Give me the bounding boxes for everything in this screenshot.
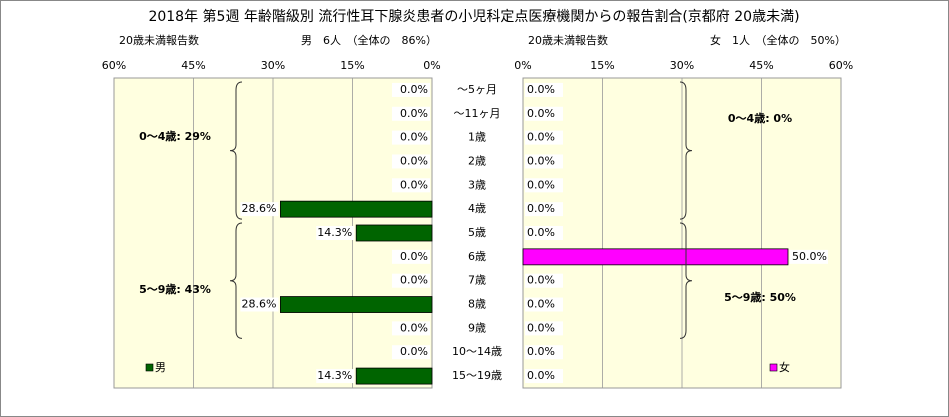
value-label: 0.0% bbox=[400, 107, 428, 120]
x-tick-label: 30% bbox=[670, 59, 694, 72]
label-bg bbox=[392, 249, 430, 264]
brace bbox=[679, 81, 693, 220]
category-label: 6歳 bbox=[468, 250, 486, 263]
brace bbox=[679, 222, 693, 339]
label-bg bbox=[525, 369, 563, 384]
bar bbox=[522, 248, 789, 266]
label-bg bbox=[525, 226, 563, 240]
label-bg bbox=[392, 130, 430, 145]
value-label: 0.0% bbox=[527, 345, 555, 358]
label-bg bbox=[392, 82, 430, 97]
category-label: 8歳 bbox=[468, 298, 486, 311]
bar bbox=[280, 200, 433, 218]
label-bg bbox=[392, 321, 430, 336]
label-bg bbox=[525, 178, 563, 193]
value-label: 0.0% bbox=[400, 178, 428, 191]
value-label: 0.0% bbox=[527, 321, 555, 334]
panel-summary: 女 1人 （全体の 50%） bbox=[710, 33, 846, 47]
x-tick-label: 0% bbox=[423, 59, 440, 72]
category-label: 2歳 bbox=[468, 154, 486, 167]
legend-label: 女 bbox=[779, 360, 790, 374]
value-label: 0.0% bbox=[400, 345, 428, 358]
category-label: 4歳 bbox=[468, 202, 486, 215]
bar bbox=[355, 367, 433, 385]
value-label: 0.0% bbox=[527, 83, 555, 96]
panel-subtitle: 20歳未満報告数 bbox=[528, 34, 608, 47]
panel-summary: 男 6人 （全体の 86%） bbox=[301, 33, 437, 47]
annotation: 0～4歳: 0% bbox=[728, 111, 792, 125]
label-bg bbox=[525, 154, 563, 169]
category-label: 9歳 bbox=[468, 321, 486, 334]
label-bg bbox=[525, 345, 563, 360]
x-tick-label: 0% bbox=[514, 59, 531, 72]
value-label: 0.0% bbox=[400, 131, 428, 144]
value-label: 0.0% bbox=[527, 131, 555, 144]
chart-title: 2018年 第5週 年齢階級別 流行性耳下腺炎患者の小児科定点医療機関からの報告… bbox=[148, 8, 799, 25]
label-bg bbox=[240, 202, 279, 217]
category-label: ～5ヶ月 bbox=[457, 83, 497, 96]
legend-swatch bbox=[769, 363, 778, 372]
value-label: 0.0% bbox=[527, 369, 555, 382]
category-label: ～11ヶ月 bbox=[454, 107, 501, 120]
value-label: 0.0% bbox=[400, 274, 428, 287]
x-tick-label: 15% bbox=[590, 59, 614, 72]
x-tick-label: 60% bbox=[829, 59, 853, 72]
value-label: 0.0% bbox=[400, 83, 428, 96]
brace bbox=[229, 222, 243, 339]
value-label: 50.0% bbox=[792, 250, 827, 263]
category-label: 15～19歳 bbox=[452, 369, 502, 382]
label-bg bbox=[392, 345, 430, 360]
bar bbox=[355, 224, 433, 242]
annotation: 5～9歳: 50% bbox=[724, 290, 796, 304]
category-label: 7歳 bbox=[468, 274, 486, 287]
label-bg bbox=[525, 82, 563, 97]
label-bg bbox=[316, 369, 355, 384]
bar bbox=[280, 296, 433, 313]
brace bbox=[229, 81, 243, 220]
value-label: 14.3% bbox=[317, 226, 352, 239]
category-label: 10～14歳 bbox=[452, 345, 502, 358]
value-label: 0.0% bbox=[527, 298, 555, 311]
annotation: 0～4歳: 29% bbox=[139, 129, 211, 143]
label-bg bbox=[525, 202, 563, 217]
label-bg bbox=[525, 297, 563, 312]
x-tick-label: 45% bbox=[181, 59, 205, 72]
label-bg bbox=[525, 106, 563, 121]
value-label: 0.0% bbox=[527, 154, 555, 167]
x-tick-label: 15% bbox=[340, 59, 364, 72]
label-bg bbox=[790, 249, 828, 264]
value-label: 0.0% bbox=[400, 321, 428, 334]
x-tick-label: 60% bbox=[102, 59, 126, 72]
category-label: 3歳 bbox=[468, 178, 486, 191]
legend-swatch bbox=[145, 363, 154, 372]
label-bg bbox=[240, 297, 279, 312]
value-label: 0.0% bbox=[527, 226, 555, 239]
annotation: 5～9歳: 43% bbox=[139, 282, 211, 296]
legend-label: 男 bbox=[155, 361, 166, 374]
label-bg bbox=[525, 130, 563, 145]
value-label: 0.0% bbox=[527, 202, 555, 215]
value-label: 0.0% bbox=[527, 274, 555, 287]
value-label: 14.3% bbox=[317, 369, 352, 382]
value-label: 28.6% bbox=[241, 298, 276, 311]
label-bg bbox=[392, 154, 430, 169]
category-label: 5歳 bbox=[468, 226, 486, 239]
value-label: 0.0% bbox=[400, 250, 428, 263]
label-bg bbox=[392, 273, 430, 288]
label-bg bbox=[525, 273, 563, 288]
label-bg bbox=[392, 106, 430, 121]
value-label: 28.6% bbox=[241, 202, 276, 215]
label-bg bbox=[316, 226, 355, 240]
label-bg bbox=[525, 321, 563, 336]
category-label: 1歳 bbox=[468, 131, 486, 144]
x-tick-label: 45% bbox=[749, 59, 773, 72]
label-bg bbox=[392, 178, 430, 193]
x-tick-label: 30% bbox=[261, 59, 285, 72]
value-label: 0.0% bbox=[400, 154, 428, 167]
panel-subtitle: 20歳未満報告数 bbox=[119, 34, 199, 47]
value-label: 0.0% bbox=[527, 178, 555, 191]
value-label: 0.0% bbox=[527, 107, 555, 120]
